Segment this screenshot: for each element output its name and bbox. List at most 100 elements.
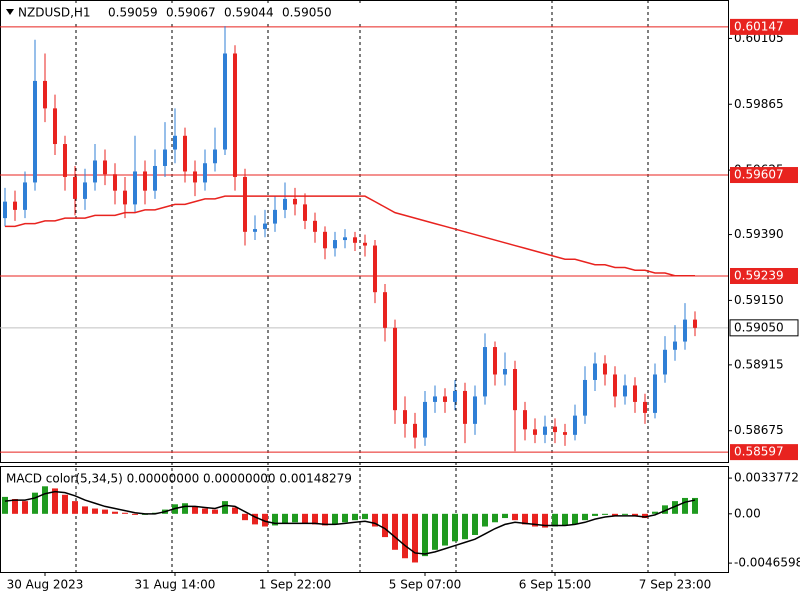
macd-y-tick-label: 0.0033772	[734, 471, 799, 485]
macd-bar	[652, 511, 658, 514]
overlay: NZDUSD,H1 0.59059 0.59067 0.59044 0.5905…	[2, 4, 799, 486]
candle-body	[233, 53, 237, 177]
candle-body	[163, 149, 167, 166]
candle-body	[243, 176, 247, 232]
main-panel-frame	[0, 0, 729, 463]
candle-body	[283, 198, 287, 210]
level-label-bg	[730, 167, 798, 184]
candle-body	[183, 135, 187, 172]
macd-bar	[202, 508, 208, 514]
macd-bar	[452, 513, 458, 542]
y-tick-label: 0.59150	[734, 293, 784, 307]
current-price-bg	[729, 319, 799, 337]
header-low: 0.59044	[224, 6, 274, 20]
y-tick-label: 0.58915	[734, 357, 784, 371]
y-tick-label: 0.59390	[734, 227, 784, 241]
candle-body	[403, 410, 407, 424]
moving-average	[5, 195, 695, 277]
x-tick-label: 7 Sep 23:00	[639, 578, 711, 592]
macd-bar	[682, 497, 688, 514]
candle-body	[363, 242, 367, 246]
candle-body	[313, 220, 317, 232]
macd-bar	[492, 513, 498, 523]
macd-bar	[112, 511, 118, 514]
candle-body	[413, 423, 417, 438]
candle-body	[463, 390, 467, 424]
macd-bar	[602, 513, 608, 515]
candle-body	[543, 426, 547, 435]
candle-body	[473, 396, 477, 424]
candle-body	[643, 401, 647, 413]
candle-body	[63, 144, 67, 177]
candle-body	[623, 385, 627, 397]
y-tick-label: 0.58675	[734, 423, 784, 437]
level-label-bg	[730, 444, 798, 461]
candle-body	[423, 401, 427, 438]
menu-triangle[interactable]	[6, 9, 14, 15]
candle-body	[493, 347, 497, 375]
current-price-label: 0.59050	[734, 320, 784, 334]
macd-bar	[462, 513, 468, 540]
macd-bar	[512, 513, 518, 521]
macd-bar	[32, 492, 38, 514]
candle-body	[73, 176, 77, 199]
candle-body	[33, 80, 37, 183]
x-tick-label: 1 Sep 22:00	[259, 578, 331, 592]
macd-bar	[122, 512, 128, 514]
candle-body	[673, 341, 677, 350]
header-high: 0.59067	[166, 6, 216, 20]
macd-bar	[22, 501, 28, 514]
macd-bar	[102, 509, 108, 514]
x-tick-label: 5 Sep 07:00	[389, 578, 461, 592]
candle-body	[443, 396, 447, 402]
macd-bar	[402, 513, 408, 559]
candle-body	[523, 410, 527, 430]
macd-bar	[312, 513, 318, 525]
candle-body	[263, 223, 267, 230]
candle-body	[303, 204, 307, 221]
candle-body	[173, 135, 177, 150]
x-tick-label: 6 Sep 15:00	[519, 578, 591, 592]
macd-bar	[672, 501, 678, 514]
candle-body	[383, 292, 387, 328]
candle-body	[133, 171, 137, 205]
macd-panel-frame	[0, 466, 729, 573]
candle-body	[373, 245, 377, 293]
macd-y-tick-label: 0.00	[734, 506, 761, 520]
candle-body	[23, 182, 27, 210]
macd-bar	[422, 513, 428, 557]
candle-body	[453, 390, 457, 402]
macd-bar	[262, 513, 268, 527]
macd-bar	[222, 501, 228, 514]
macd-bar	[582, 513, 588, 521]
candle-body	[663, 349, 667, 375]
candle-body	[113, 174, 117, 191]
candle-body	[83, 182, 87, 199]
macd-bar	[242, 513, 248, 521]
candle-body	[603, 363, 607, 375]
candle-body	[563, 432, 567, 435]
macd-bar	[522, 513, 528, 525]
candle-body	[193, 171, 197, 183]
macd-bar	[562, 513, 568, 526]
macd-bar	[322, 513, 328, 526]
plot: 0.601050.598650.596250.593900.591500.589…	[0, 26, 800, 592]
symbol: NZDUSD,H1	[18, 6, 91, 20]
candle-body	[483, 347, 487, 397]
macd-bar	[272, 513, 278, 526]
macd-bar	[572, 513, 578, 525]
x-tick-label: 31 Aug 14:00	[135, 578, 216, 592]
candle-body	[333, 240, 337, 249]
level-label-bg	[730, 267, 798, 284]
candle-body	[13, 201, 17, 210]
macd-bar	[372, 513, 378, 527]
candle-body	[533, 429, 537, 435]
macd-bar	[392, 513, 398, 550]
macd-bar	[92, 508, 98, 514]
y-tick-label: 0.59865	[734, 97, 784, 111]
candle-body	[153, 165, 157, 191]
level-label: 0.59607	[734, 168, 784, 182]
macd-bar	[432, 513, 438, 550]
macd-bar	[662, 505, 668, 514]
